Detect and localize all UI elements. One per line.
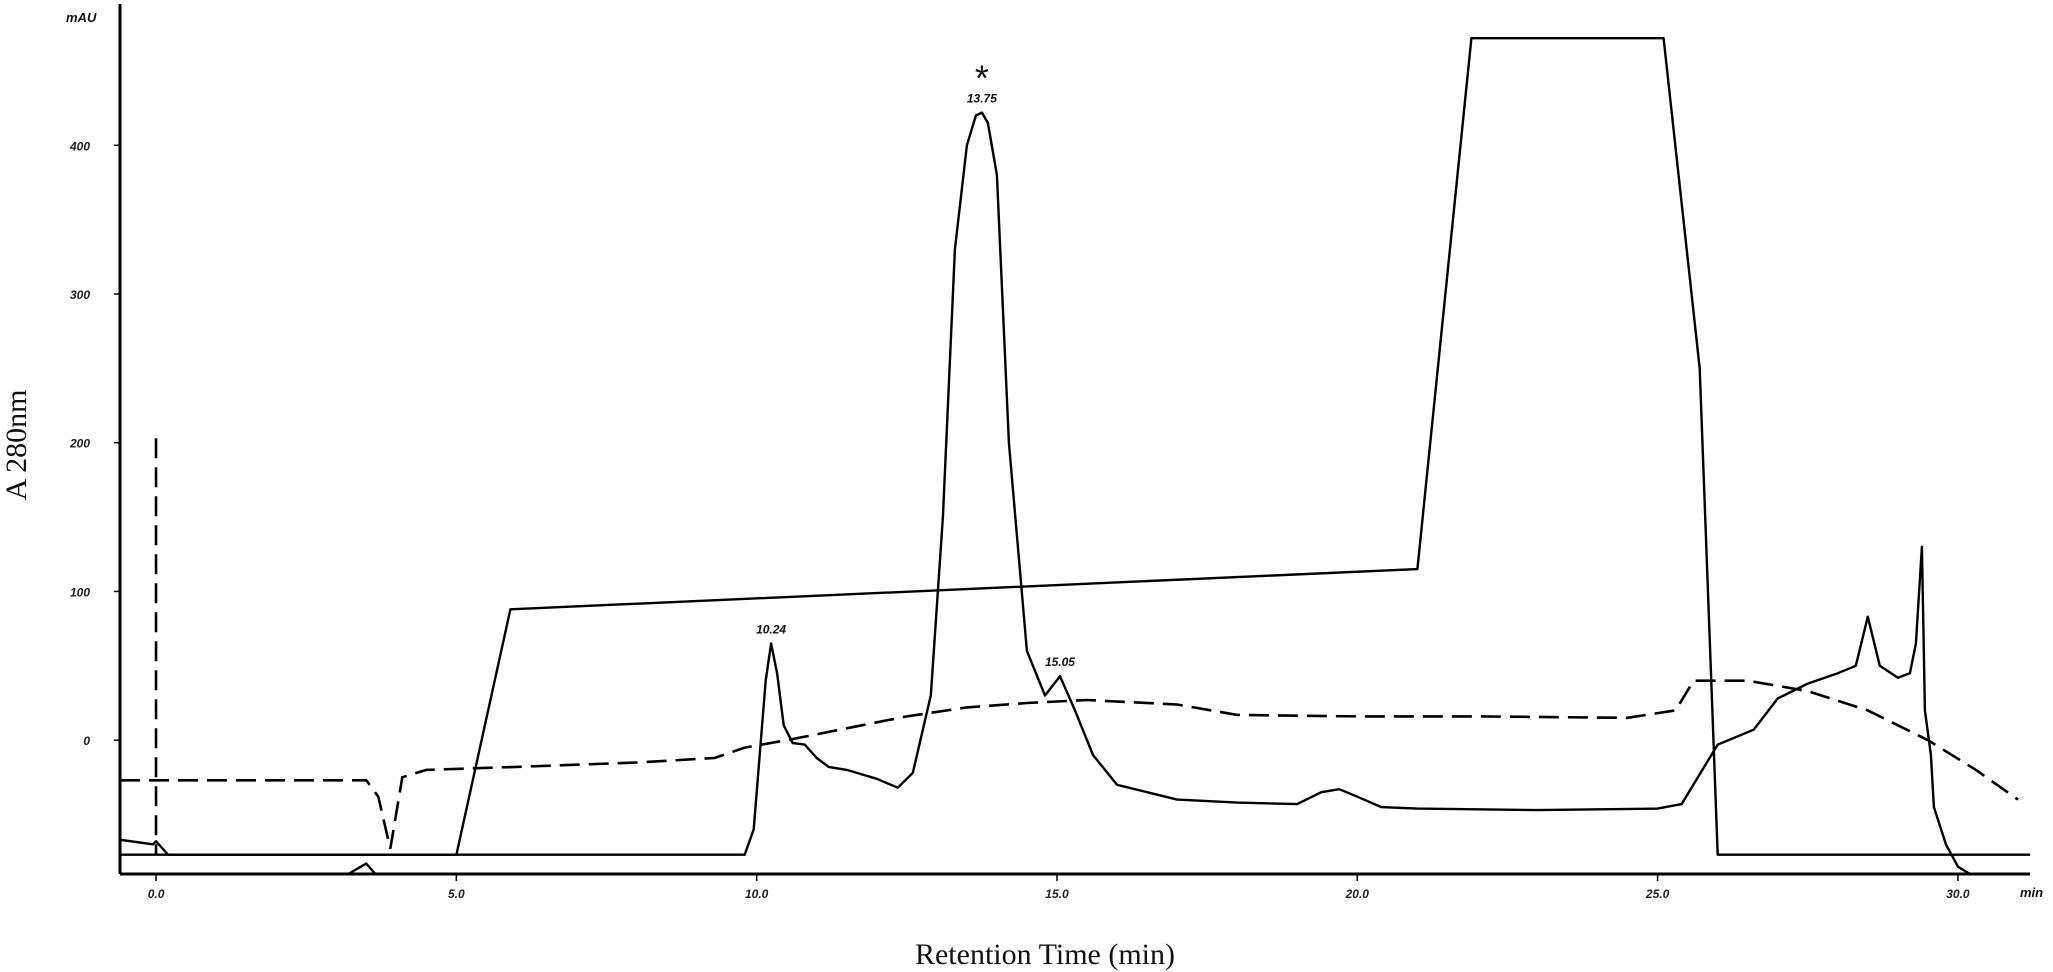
- y-unit-label: mAU: [66, 10, 97, 25]
- y-axis-title: A 280nm: [0, 390, 33, 501]
- x-unit-label: min: [2020, 885, 2043, 900]
- series-line-3: [120, 679, 2019, 849]
- chart-ticks: 0.0 5.0 10.0 15.0 20.0 25.0 30.0 0 100 200 300 400: [69, 139, 1970, 901]
- x-axis-title: Retention Time (min): [915, 938, 1175, 971]
- peak-label: 10.24: [756, 622, 786, 636]
- x-tick-label: 0.0: [148, 887, 165, 901]
- x-tick-label: 5.0: [448, 887, 465, 901]
- y-tick-label: 400: [69, 139, 90, 153]
- x-tick-label: 25.0: [1645, 887, 1670, 901]
- x-tick-label: 15.0: [1045, 887, 1069, 901]
- x-tick-label: 30.0: [1946, 887, 1970, 901]
- chart-traces: [119, 37, 2030, 876]
- series-line-2: [120, 37, 2030, 856]
- series-line-1-fragment: [347, 862, 377, 876]
- y-tick-label: 300: [70, 288, 90, 302]
- peak-marker-asterisk: *: [975, 58, 989, 99]
- x-tick-label: 20.0: [1345, 887, 1370, 901]
- chart-labels: 10.24 13.75 15.05 *: [756, 58, 1075, 670]
- series-line-1: [119, 111, 2006, 876]
- y-tick-label: 200: [69, 437, 90, 451]
- y-tick-label: 100: [70, 585, 90, 599]
- peak-label: 15.05: [1045, 655, 1075, 669]
- x-tick-label: 10.0: [745, 887, 769, 901]
- peak-label: 13.75: [967, 92, 997, 106]
- y-tick-label: 0: [83, 734, 90, 748]
- chart-axes: [118, 4, 2030, 876]
